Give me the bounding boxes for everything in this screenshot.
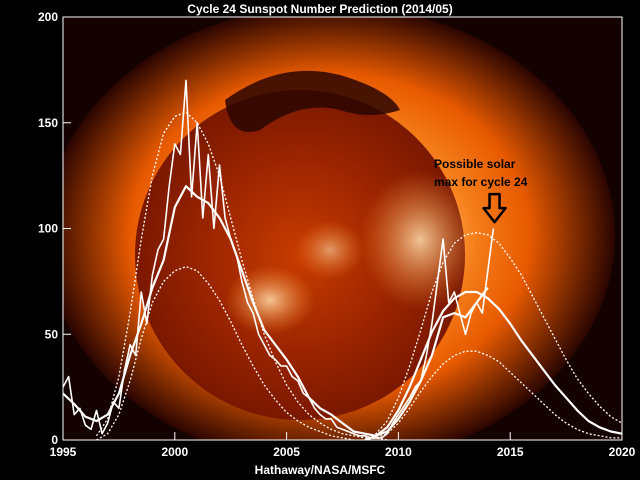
annotation: Possible solar max for cycle 24 — [434, 157, 528, 224]
x-tick-label: 2000 — [161, 445, 188, 459]
series-layer — [63, 79, 622, 440]
x-tick-label: 2005 — [273, 445, 300, 459]
x-axis-label: Hathaway/NASA/MSFC — [255, 463, 386, 477]
series-line-smoothed-observed — [63, 185, 489, 437]
x-tick-label: 2010 — [385, 445, 412, 459]
y-tick-label: 200 — [38, 10, 58, 24]
solar-corona-image — [63, 17, 622, 440]
annotation-text-line: max for cycle 24 — [434, 175, 528, 189]
annotation-arrow — [482, 192, 507, 224]
x-tick-label: 2020 — [609, 445, 636, 459]
ticks-layer: 1995 2000 2005 2010 2015 2020 0 50 100 150 200 — [38, 10, 636, 459]
series-line-cycle23-upper — [95, 111, 388, 440]
y-tick-label: 0 — [51, 433, 58, 447]
series-line-predicted — [364, 290, 622, 440]
x-tick-label: 2015 — [497, 445, 524, 459]
chart-title: Cycle 24 Sunspot Number Prediction (2014… — [187, 2, 452, 16]
y-tick-label: 100 — [38, 222, 58, 236]
x-tick-label: 1995 — [50, 445, 77, 459]
series-line-prediction-lower — [364, 350, 622, 440]
y-tick-label: 150 — [38, 116, 58, 130]
series-line-prediction-upper — [364, 232, 622, 440]
y-tick-label: 50 — [45, 327, 59, 341]
series-line-cycle23-lower — [96, 265, 354, 440]
annotation-text-line: Possible solar — [434, 157, 516, 171]
